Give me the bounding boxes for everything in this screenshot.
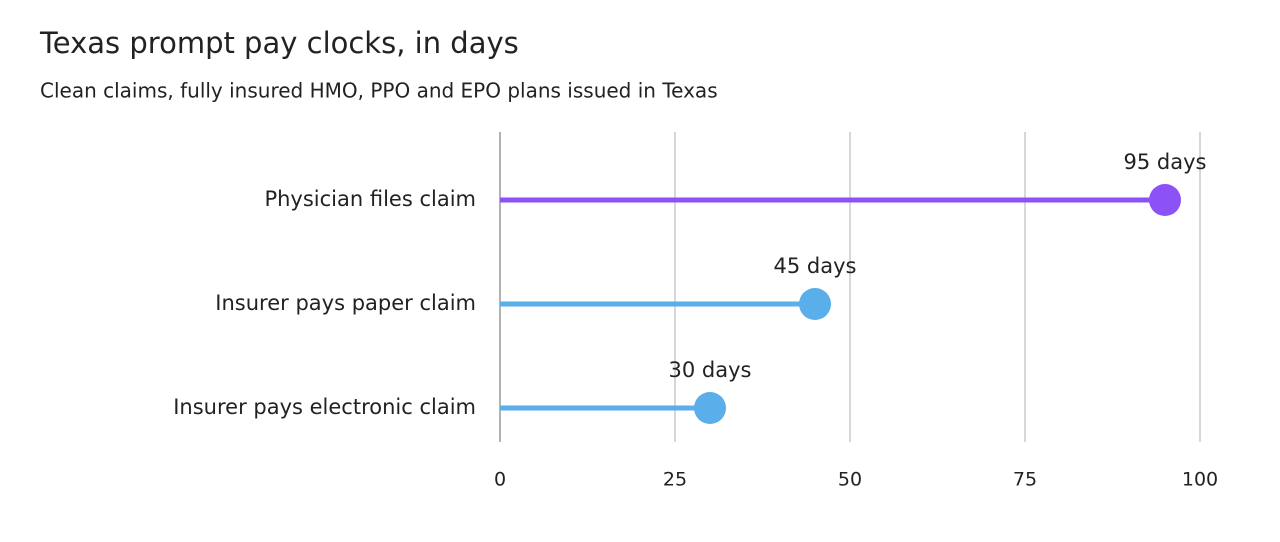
dot xyxy=(799,288,831,320)
x-tick-label: 100 xyxy=(1182,469,1218,491)
value-label: 30 days xyxy=(669,358,752,382)
y-tick-label: Insurer pays electronic claim xyxy=(173,395,476,419)
x-tick-label: 50 xyxy=(838,469,862,491)
y-tick-label: Physician files claim xyxy=(264,187,476,211)
chart-subtitle: Clean claims, fully insured HMO, PPO and… xyxy=(40,79,718,103)
x-tick-label: 0 xyxy=(494,469,506,491)
x-tick-label: 75 xyxy=(1013,469,1037,491)
dot xyxy=(694,392,726,424)
y-tick-label: Insurer pays paper claim xyxy=(215,291,476,315)
dot xyxy=(1149,184,1181,216)
value-label: 95 days xyxy=(1124,150,1207,174)
value-label: 45 days xyxy=(774,254,857,278)
chart-title: Texas prompt pay clocks, in days xyxy=(39,26,519,60)
x-tick-label: 25 xyxy=(663,469,687,491)
